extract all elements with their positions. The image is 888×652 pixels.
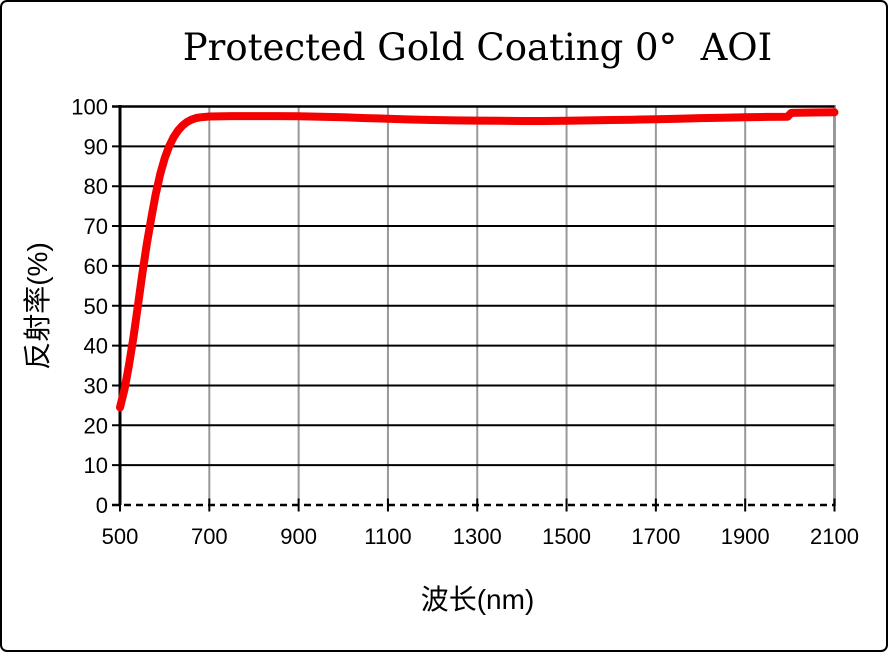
y-tick-label: 30 xyxy=(84,373,108,398)
x-tick-label: 500 xyxy=(102,524,139,549)
y-tick-label: 70 xyxy=(84,214,108,239)
y-tick-label: 10 xyxy=(84,453,108,478)
x-tick-label: 700 xyxy=(191,524,228,549)
y-tick-label: 20 xyxy=(84,413,108,438)
y-tick-label: 50 xyxy=(84,294,108,319)
x-tick-label: 900 xyxy=(280,524,317,549)
reflectance-curve xyxy=(116,108,839,412)
y-tick-label: 90 xyxy=(84,134,108,159)
x-tick-label: 1100 xyxy=(364,524,411,549)
chart-title: Protected Gold Coating 0° AOI xyxy=(182,26,773,69)
y-tick-label: 60 xyxy=(84,254,108,279)
y-tick-label: 0 xyxy=(96,493,108,518)
x-tick-label: 1300 xyxy=(453,524,502,549)
y-tick-label: 100 xyxy=(71,95,108,120)
y-tick-label: 80 xyxy=(84,174,108,199)
x-tick-label: 1500 xyxy=(542,524,591,549)
x-axis-title: 波长(nm) xyxy=(420,584,535,615)
x-tick-label: 2100 xyxy=(810,524,859,549)
y-tick-label: 40 xyxy=(84,334,108,359)
x-tick-label: 1700 xyxy=(631,524,680,549)
x-tick-label: 1900 xyxy=(721,524,770,549)
